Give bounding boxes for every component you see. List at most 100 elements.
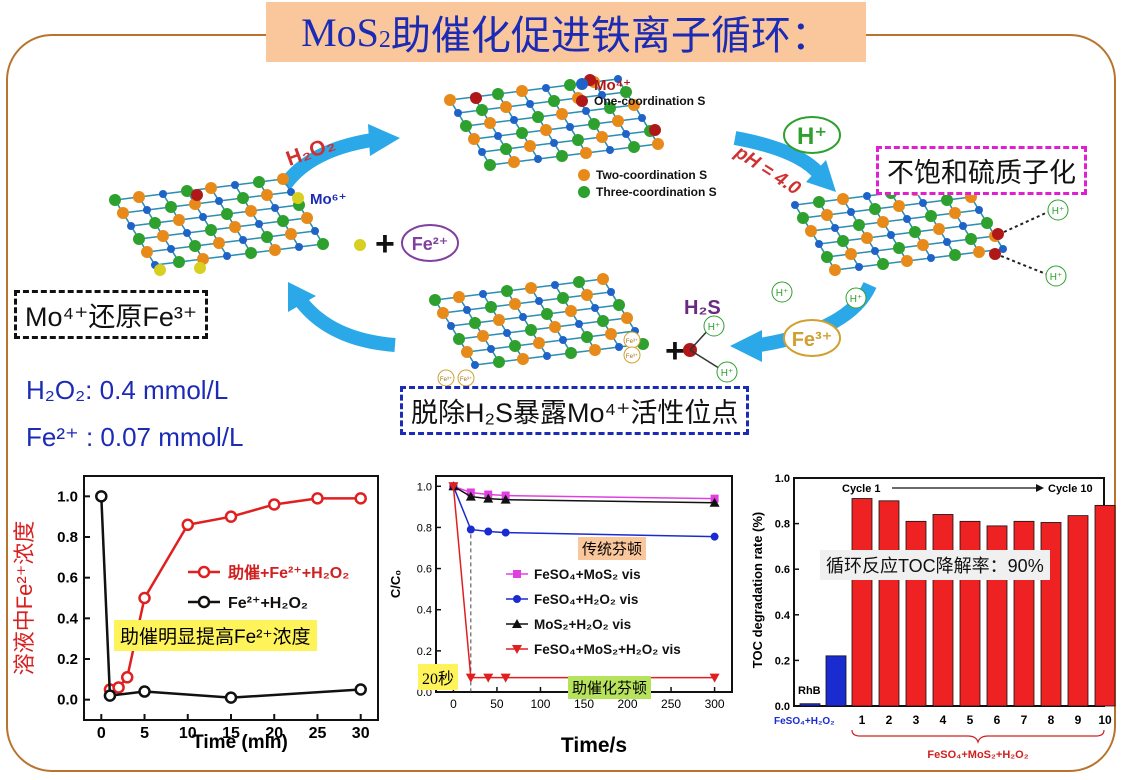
- chart1-xlabel: Time (min): [192, 732, 288, 753]
- hplus-right-1: H⁺: [1047, 199, 1069, 221]
- legend-three: Three-coordination S: [596, 185, 717, 199]
- chart1-point: [311, 492, 324, 505]
- chart3-group-label: FeSO₄+MoS₂+H₂O₂: [927, 749, 1028, 761]
- chart2-point: [483, 673, 494, 683]
- plus-right: +: [665, 332, 685, 370]
- chart2-ytick-label: 0.6: [417, 564, 432, 576]
- chart3-bar: [878, 500, 900, 707]
- chart1-point: [95, 490, 108, 503]
- mos2-clusters: [109, 74, 1007, 369]
- arrow-head-bottom-left: [288, 282, 316, 312]
- chart1-xtick-label: 10: [179, 725, 197, 742]
- svg-text:H⁺: H⁺: [1050, 272, 1063, 283]
- chart2-ytick-label: 1.0: [417, 481, 432, 493]
- arrow-top-right: [733, 131, 826, 180]
- chart3-ytick-label: 0.2: [775, 655, 790, 667]
- fe2-badge: [401, 224, 459, 262]
- chart1-point: [354, 683, 367, 696]
- chart1-xtick-label: 30: [352, 725, 370, 742]
- fe-small-2: Fe³⁺: [623, 346, 641, 364]
- chart2-xtick-label: 200: [618, 697, 638, 711]
- chart3-xtick-label: 9: [1075, 713, 1082, 727]
- h2s-label: H₂S: [684, 297, 721, 319]
- chart2-point: [709, 673, 720, 683]
- arrow-bottom-left: [294, 295, 396, 352]
- chart2-legend-label: FeSO₄+H₂O₂ vis: [534, 592, 638, 607]
- legend-one: One-coordination S: [594, 94, 705, 108]
- chart2-ytick-label: 0.0: [417, 687, 432, 699]
- chart1-xtick-label: 15: [222, 725, 240, 742]
- fe2-badge-label: Fe²⁺: [412, 234, 449, 254]
- chart-degradation-kinetics: 0 50 100 150 200 250 300 0.0 0.2 0.4 0.6 0.8 1.0 FeSO…: [388, 475, 733, 757]
- chart1-point: [120, 671, 134, 684]
- chart3-annotation: 循环反应TOC降解率：90%: [820, 550, 1050, 580]
- chart3-bar: [1094, 504, 1116, 707]
- chart-toc-degradation: 0.0 0.2 0.4 0.6 0.8 1.0 1 2 3 4 5 6 7 8 9 10 RhB FeSO₄+H₂…: [750, 473, 1116, 761]
- chart1-ytick-label: 1.0: [57, 488, 78, 505]
- chart1-ylabel: 溶液中Fe²⁺浓度: [12, 521, 37, 676]
- chart1-legend-marker: [197, 565, 211, 579]
- chart3-fenton-label: FeSO₄+H₂O₂: [774, 716, 835, 727]
- hplus-h2s-1: H⁺: [703, 315, 725, 337]
- arrow-head-top-left: [368, 124, 400, 156]
- chart1-ytick-label: 0.8: [57, 529, 78, 546]
- chart2-annotation-20s: 20秒: [418, 664, 459, 690]
- chart2-point: [484, 527, 493, 536]
- plus-left: +: [375, 225, 395, 263]
- chart3-ytick-label: 0.8: [775, 519, 790, 531]
- chart1-xtick-label: 25: [309, 725, 327, 742]
- title-main: MoS: [301, 9, 379, 55]
- chart2-xtick-label: 0: [450, 697, 457, 711]
- chart2-point: [500, 494, 511, 504]
- hplus-h2s-2: H⁺: [716, 361, 738, 383]
- chart2-point: [500, 673, 511, 683]
- chart2-legend-marker: [513, 570, 521, 578]
- chart1-ytick-label: 0.6: [57, 570, 78, 587]
- arrow-head-bottom-right: [730, 330, 762, 362]
- chart2-legend-marker: [512, 619, 522, 628]
- chart3-xtick-label: 1: [859, 713, 866, 727]
- chart3-cycle-start: Cycle 1: [842, 483, 881, 495]
- chart2-legend-label: MoS₂+H₂O₂ vis: [534, 617, 631, 632]
- chart3-cycle-end: Cycle 10: [1048, 483, 1093, 495]
- chart-fe2-concentration: 0 5 10 15 20 25 30 0.0 0.2 0.4 0.6 0.8 1.0 助催+Fe²⁺+H₂…: [12, 475, 379, 753]
- legend-dot-three: [578, 186, 590, 198]
- chart1-legend-label: Fe²⁺+H₂O₂: [228, 595, 308, 612]
- chart2-point: [465, 491, 476, 501]
- chart2-xlabel: Time/s: [561, 734, 627, 757]
- chart2-point: [483, 493, 494, 503]
- chart1-xtick-label: 5: [140, 725, 149, 742]
- box-remove-label: 脱除H₂S暴露Mo⁴⁺活性位点: [400, 386, 750, 435]
- svg-text:Fe³⁺: Fe³⁺: [626, 353, 638, 360]
- chart3-ytick-label: 0.0: [775, 701, 790, 713]
- chart1-point: [103, 689, 117, 702]
- chart1-ytick-label: 0.4: [57, 610, 79, 627]
- chart2-xtick-label: 150: [574, 697, 594, 711]
- arrow-head-top-right: [806, 160, 836, 192]
- chart2-xtick-label: 250: [661, 697, 681, 711]
- chart1-legend-marker: [197, 595, 211, 609]
- chart3-bar: [932, 514, 954, 707]
- arrow-top-left: [279, 133, 374, 190]
- chart1-ytick-label: 0.2: [57, 651, 78, 668]
- atom-legend: Mo⁴⁺ One-coordination S Two-coordination…: [576, 77, 717, 199]
- chart3-bar: [825, 655, 847, 707]
- page-title: MoS 2 助催化促进铁离子循环：: [266, 2, 866, 62]
- chart1-point: [267, 498, 281, 511]
- chart3-xtick-label: 7: [1021, 713, 1028, 727]
- chart1-legend-label: 助催+Fe²⁺+H₂O₂: [228, 563, 349, 582]
- svg-text:Fe³⁺: Fe³⁺: [440, 376, 452, 383]
- chart2-point: [710, 532, 719, 541]
- chart1-point: [138, 685, 151, 698]
- legend-two: Two-coordination S: [596, 168, 707, 182]
- fe3-badge: [783, 319, 841, 357]
- chart3-group-brace: [851, 729, 1105, 744]
- chart3-bar: [799, 703, 821, 707]
- legend-dot-one: [576, 95, 588, 107]
- svg-text:H⁺: H⁺: [776, 288, 789, 299]
- chart2-legend-marker: [512, 645, 522, 654]
- chart2-legend-label: FeSO₄+MoS₂ vis: [534, 567, 641, 582]
- hplus-right-4: H⁺: [845, 287, 867, 309]
- chart2-xtick-label: 100: [530, 697, 550, 711]
- chart2-point: [448, 482, 459, 492]
